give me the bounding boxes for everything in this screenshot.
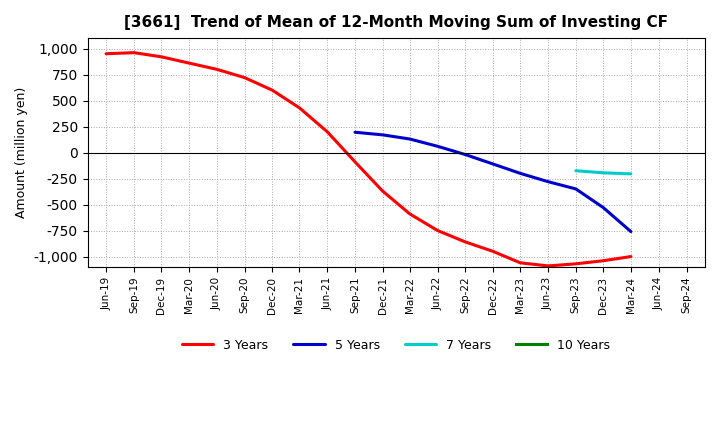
Legend: 3 Years, 5 Years, 7 Years, 10 Years: 3 Years, 5 Years, 7 Years, 10 Years [177,334,616,357]
Line: 3 Years: 3 Years [106,53,631,266]
Line: 7 Years: 7 Years [576,171,631,174]
Line: 5 Years: 5 Years [355,132,631,231]
Title: [3661]  Trend of Mean of 12-Month Moving Sum of Investing CF: [3661] Trend of Mean of 12-Month Moving … [125,15,668,30]
Y-axis label: Amount (million yen): Amount (million yen) [15,87,28,218]
